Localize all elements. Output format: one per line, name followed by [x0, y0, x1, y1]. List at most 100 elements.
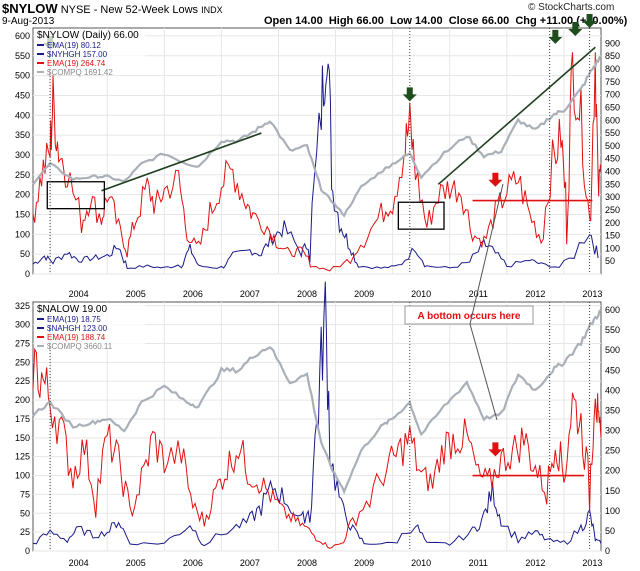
- top-down-arrow: [488, 172, 503, 187]
- top-left-tick-label: 450: [15, 90, 30, 100]
- watermark: © StockCharts.com: [528, 2, 615, 13]
- top-left-tick-label: 350: [15, 130, 30, 140]
- ticker-tag: INDX: [201, 5, 223, 15]
- ohlc-readout: Open 14.00 High 66.00 Low 14.00 Close 66…: [264, 15, 627, 27]
- bottom-left-tick-label: 275: [15, 339, 30, 349]
- top-right-tick-label: 900: [605, 38, 620, 48]
- bottom-x-tick-label: 2007: [240, 558, 260, 568]
- top-right-tick-label: 250: [605, 205, 620, 215]
- callout-text: A bottom occurs here: [418, 311, 521, 322]
- top-left-tick-label: 550: [15, 51, 30, 61]
- top-right-tick-label: 350: [605, 179, 620, 189]
- bottom-right-tick-label: 500: [605, 345, 620, 355]
- bottom-left-tick-label: 325: [15, 301, 30, 311]
- bottom-right-tick-label: 250: [605, 446, 620, 456]
- bottom-legend: [35, 303, 145, 349]
- top-right-tick-label: 750: [605, 77, 620, 87]
- bottom-left-tick-label: 200: [15, 395, 30, 405]
- top-right-tick-label: 100: [605, 243, 620, 253]
- close-value: Close 66.00: [448, 15, 510, 27]
- top-left-tick-label: 500: [15, 71, 30, 81]
- top-x-tick-label: 2005: [126, 289, 146, 299]
- top-x-tick-label: 2012: [525, 289, 545, 299]
- bottom-right-tick-label: 350: [605, 405, 620, 415]
- top-legend-entry: $NYHGH 157.00: [47, 50, 108, 59]
- bottom-right-tick-label: 100: [605, 506, 620, 516]
- top-legend-entry: EMA(19) 80.12: [47, 41, 101, 50]
- top-down-arrow: [582, 14, 597, 29]
- bottom-left-tick-label: 0: [25, 546, 30, 556]
- ticker-symbol: $NYLOW: [2, 1, 58, 16]
- callout-connector-bottom: [469, 323, 498, 421]
- top-right-tick-label: 50: [605, 256, 615, 266]
- bottom-legend-entry: EMA(19) 18.75: [47, 315, 101, 324]
- top-legend-entry: EMA(19) 264.74: [47, 59, 106, 68]
- top-right-tick-label: 700: [605, 90, 620, 100]
- top-left-tick-label: 100: [15, 229, 30, 239]
- bottom-x-tick-label: 2008: [297, 558, 317, 568]
- top-x-tick-label: 2010: [411, 289, 431, 299]
- bottom-x-tick-label: 2009: [354, 558, 374, 568]
- bottom-x-tick-label: 2013: [582, 558, 602, 568]
- bottom-right-tick-label: 150: [605, 486, 620, 496]
- top-right-tick-label: 400: [605, 167, 620, 177]
- bottom-right-tick-label: 550: [605, 325, 620, 335]
- top-x-tick-label: 2004: [69, 289, 89, 299]
- bottom-right-tick-label: 400: [605, 385, 620, 395]
- top-x-tick-label: 2006: [183, 289, 203, 299]
- chart-date: 9-Aug-2013: [2, 16, 55, 27]
- bottom-legend-entry: $COMPQ 3660.11: [47, 342, 113, 351]
- top-right-tick-label: 800: [605, 64, 620, 74]
- bottom-x-tick-label: 2012: [525, 558, 545, 568]
- top-legend: [35, 29, 145, 75]
- low-value: Low 14.00: [389, 15, 443, 27]
- bottom-left-tick-label: 175: [15, 414, 30, 424]
- top-legend-bg: [35, 29, 145, 75]
- top-right-tick-label: 450: [605, 154, 620, 164]
- bottom-series--compq: [32, 309, 602, 495]
- top-trendline: [101, 132, 262, 192]
- bottom-right-tick-label: 50: [605, 526, 615, 536]
- top-x-tick-label: 2007: [240, 289, 260, 299]
- ticker-description: NYSE - New 52-Week Lows: [60, 4, 199, 16]
- top-right-tick-label: 150: [605, 231, 620, 241]
- top-panel-title: $NYLOW (Daily) 66.00: [37, 30, 139, 41]
- top-x-tick-label: 2013: [582, 289, 602, 299]
- top-left-tick-label: 600: [15, 31, 30, 41]
- bottom-series--nalow-ema-19-: [32, 281, 602, 547]
- top-left-tick-label: 50: [20, 249, 30, 259]
- bottom-right-tick-label: 200: [605, 466, 620, 476]
- top-right-tick-label: 600: [605, 115, 620, 125]
- bottom-legend-entry: EMA(19) 188.74: [47, 333, 106, 342]
- open-value: Open 14.00: [264, 15, 323, 27]
- bottom-legend-entry: $NAHGH 123.00: [47, 324, 108, 333]
- top-highlight-box: [397, 201, 445, 230]
- top-highlight-box: [46, 181, 106, 210]
- bottom-x-tick-label: 2004: [69, 558, 89, 568]
- bottom-left-tick-label: 250: [15, 357, 30, 367]
- top-right-tick-label: 550: [605, 128, 620, 138]
- top-left-tick-label: 300: [15, 150, 30, 160]
- callout-box: [404, 305, 534, 325]
- top-down-arrow: [548, 29, 563, 44]
- bottom-x-tick-label: 2011: [469, 558, 488, 568]
- bottom-x-tick-label: 2010: [411, 558, 431, 568]
- top-right-tick-label: 300: [605, 192, 620, 202]
- top-left-tick-label: 150: [15, 209, 30, 219]
- bottom-x-tick-label: 2005: [126, 558, 146, 568]
- top-series--compq: [32, 55, 602, 218]
- top-down-arrow: [402, 87, 417, 102]
- top-down-arrow: [568, 21, 583, 36]
- bottom-panel-title: $NALOW 19.00: [37, 304, 107, 315]
- chart-header: $NYLOW NYSE - New 52-Week Lows INDX: [2, 1, 223, 16]
- top-series--nylow-ema-19-: [32, 63, 599, 270]
- top-left-tick-label: 200: [15, 190, 30, 200]
- top-left-tick-label: 400: [15, 110, 30, 120]
- callout-connector-top: [469, 183, 504, 325]
- top-right-tick-label: 650: [605, 102, 620, 112]
- bottom-series--nahgh-ema-19-: [32, 347, 602, 549]
- bottom-legend-bg: [35, 303, 145, 349]
- bottom-left-tick-label: 125: [15, 452, 30, 462]
- bottom-left-tick-label: 50: [20, 508, 30, 518]
